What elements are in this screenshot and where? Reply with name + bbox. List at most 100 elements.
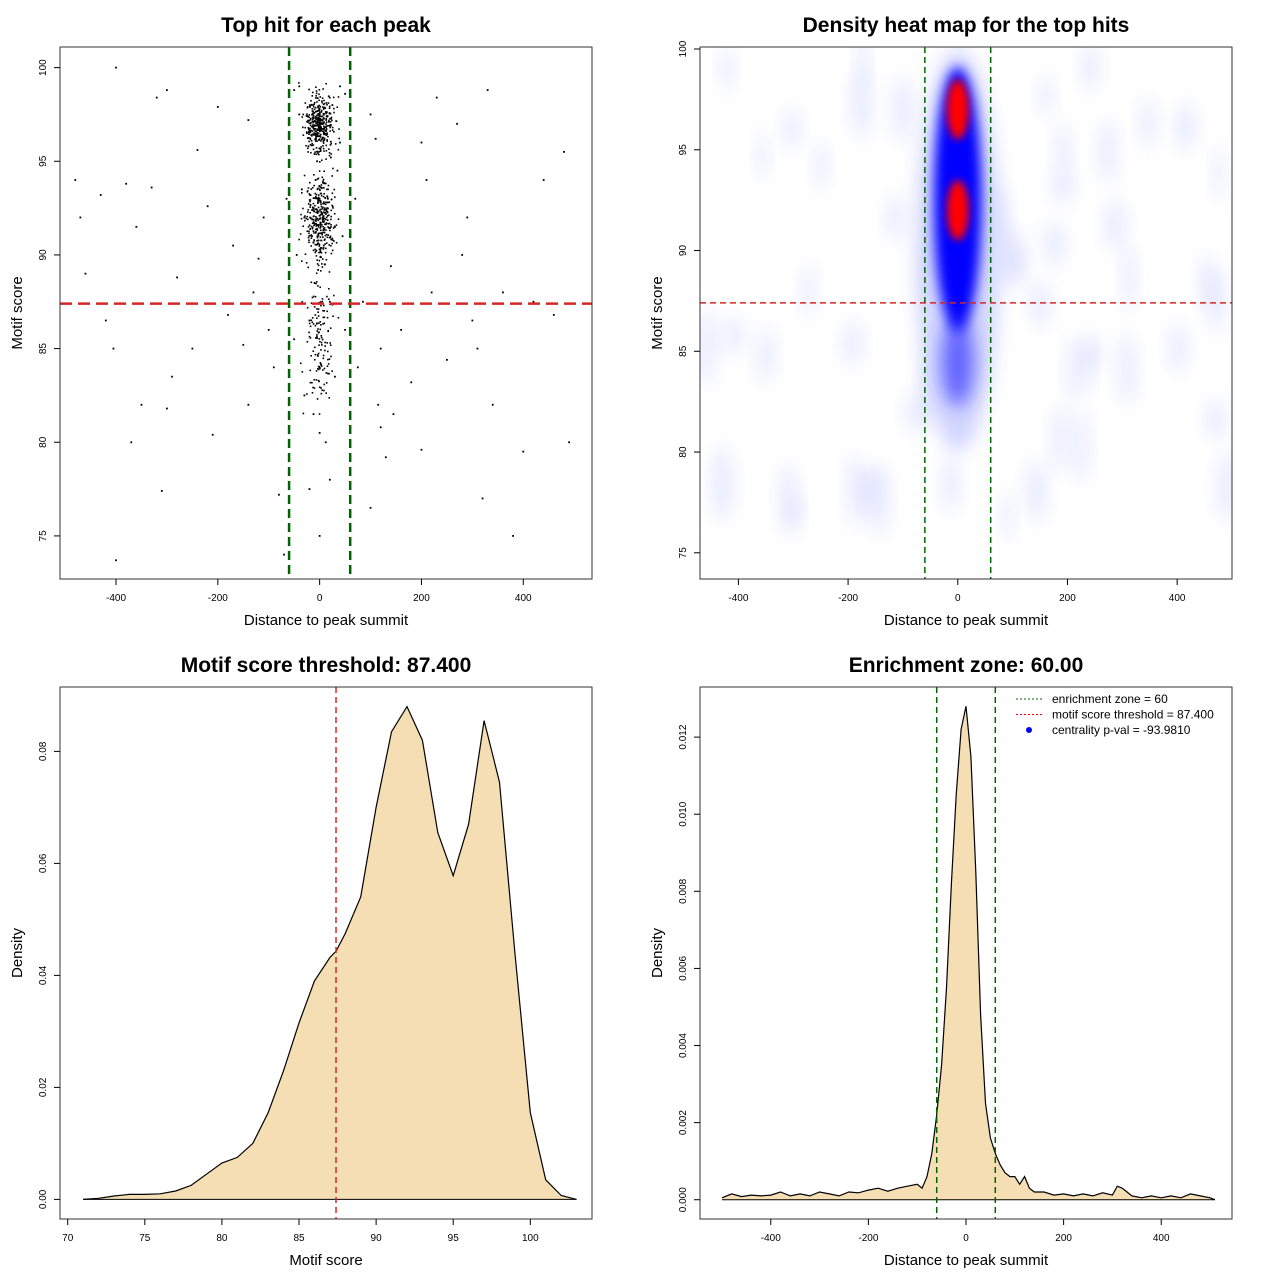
data-point [326, 138, 328, 141]
data-point [329, 96, 331, 99]
data-point [329, 227, 331, 229]
data-point [312, 144, 315, 146]
data-point [321, 338, 324, 341]
data-point [309, 122, 312, 125]
data-point [328, 222, 331, 225]
data-point [333, 240, 335, 242]
data-point [317, 194, 320, 196]
data-point [318, 259, 321, 262]
data-point [325, 216, 328, 219]
data-point [300, 213, 302, 216]
data-point [252, 291, 255, 294]
data-point [331, 249, 334, 252]
x-tick-label: 70 [62, 1233, 74, 1244]
data-point [324, 211, 327, 214]
data-point [319, 201, 322, 204]
data-point [317, 352, 320, 355]
data-point [309, 228, 311, 230]
data-point [311, 120, 314, 123]
data-point [328, 372, 330, 375]
heatmap-blob [1051, 404, 1070, 475]
data-point [321, 258, 324, 260]
data-point [317, 105, 319, 108]
y-tick-label: 95 [38, 155, 49, 167]
y-tick-label: 0.004 [678, 1033, 689, 1058]
data-point [316, 228, 319, 230]
data-point [320, 192, 323, 195]
data-point [308, 322, 311, 325]
data-point [323, 239, 326, 241]
data-point [308, 230, 310, 232]
data-point [369, 113, 372, 116]
data-point [302, 225, 305, 228]
data-point [307, 131, 310, 133]
data-point [328, 107, 331, 110]
data-point [315, 211, 317, 214]
heatmap-blob [1000, 223, 1023, 291]
y-tick-label: 0.006 [678, 955, 689, 980]
density-line [721, 706, 1216, 1201]
data-point [332, 239, 334, 241]
data-point [313, 132, 315, 134]
density-area [83, 706, 577, 1200]
data-point [320, 232, 322, 234]
heatmap-panel: Density heat map for the top hits Distanc… [649, 14, 1233, 629]
y-tick-label: 0.008 [678, 878, 689, 903]
data-point [314, 119, 316, 122]
data-point [306, 120, 308, 123]
heatmap-blob [710, 445, 735, 522]
data-point [316, 114, 318, 117]
x-tick-label: 400 [515, 593, 532, 604]
data-point [303, 219, 306, 222]
data-point [323, 182, 326, 184]
data-point [324, 251, 327, 254]
data-point [321, 120, 324, 122]
data-point [322, 186, 325, 189]
data-point [321, 128, 323, 130]
data-point [312, 124, 314, 126]
data-point [331, 204, 333, 207]
data-point [486, 89, 489, 91]
data-point [316, 116, 318, 119]
heatmap-blob [801, 263, 817, 317]
data-point [313, 210, 316, 213]
data-point [324, 345, 326, 347]
data-point [329, 235, 332, 238]
data-point [321, 389, 324, 392]
data-point [481, 497, 484, 500]
data-point [325, 210, 328, 213]
data-point [308, 199, 311, 201]
data-point [319, 121, 322, 124]
data-point [301, 260, 303, 262]
data-point [310, 151, 312, 154]
data-point [325, 134, 327, 137]
data-point [319, 321, 322, 323]
data-point [320, 146, 322, 148]
data-point [332, 167, 334, 170]
data-point [318, 112, 321, 115]
data-point [322, 218, 324, 220]
data-point [311, 186, 314, 189]
heatmap-blob [1081, 47, 1100, 92]
data-point [330, 198, 333, 201]
data-point [312, 104, 314, 106]
data-point [304, 253, 307, 256]
data-point [309, 206, 311, 208]
data-point [322, 142, 325, 144]
data-point [326, 115, 328, 118]
data-point [307, 209, 310, 211]
data-point [319, 249, 322, 251]
data-point [335, 224, 338, 226]
data-point [310, 100, 312, 102]
data-point [326, 372, 329, 375]
data-point [307, 119, 309, 122]
data-point [323, 322, 326, 325]
data-point [305, 115, 308, 117]
data-point [318, 108, 321, 111]
data-point [308, 335, 311, 338]
data-point [319, 118, 322, 120]
data-point [327, 329, 329, 332]
data-point [323, 201, 325, 203]
data-point [312, 350, 315, 352]
heatmap-blob [814, 140, 829, 191]
